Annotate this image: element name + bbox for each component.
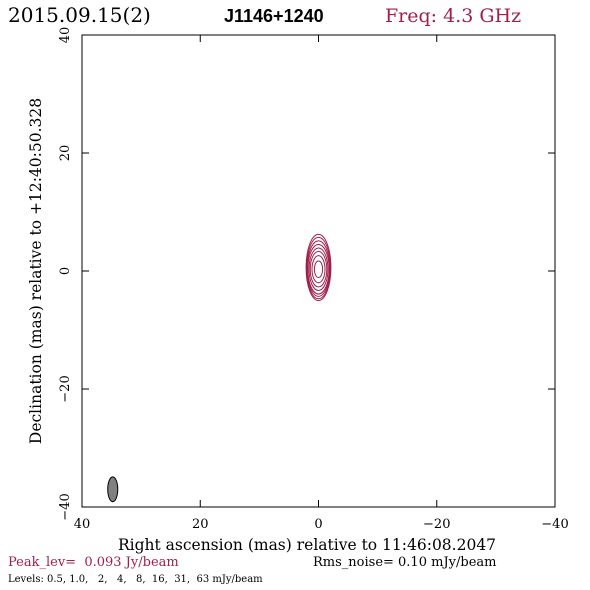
- contour-level: [305, 233, 332, 301]
- contour-level: [308, 247, 329, 291]
- y-tick-label: −40: [58, 493, 73, 520]
- contour-level: [311, 255, 326, 284]
- beam-ellipse: [107, 476, 119, 503]
- beam-ellipse-group: [107, 476, 119, 503]
- epoch-label: 2015.09.15(2): [8, 3, 151, 27]
- y-tick-label: 40: [58, 27, 73, 44]
- x-tick-label: −20: [423, 517, 450, 532]
- x-axis-label: Right ascension (mas) relative to 11:46:…: [118, 536, 496, 554]
- source-name: J1146+1240: [224, 6, 324, 26]
- contour-level: [307, 243, 330, 295]
- contour-level: [309, 251, 328, 288]
- y-axis-label: Declination (mas) relative to +12:40:50.…: [27, 98, 45, 444]
- plot-frame: [81, 34, 556, 508]
- x-tick-label: 0: [314, 517, 322, 532]
- contour-level: [313, 260, 324, 278]
- y-axis-ticks: −40 −20 0 20 40: [58, 27, 555, 521]
- x-tick-label: −40: [541, 517, 568, 532]
- x-tick-label: 20: [192, 517, 209, 532]
- y-tick-label: 0: [58, 267, 73, 275]
- contour-levels-text: Levels: 0.5, 1.0, 2, 4, 8, 16, 31, 63 mJ…: [8, 574, 263, 585]
- y-tick-label: −20: [58, 375, 73, 402]
- x-axis-ticks: 40 20 0 −20 −40: [74, 35, 569, 532]
- x-tick-label: 40: [74, 517, 91, 532]
- peak-level-text: Peak_lev= 0.093 Jy/beam: [8, 555, 179, 570]
- frequency-label: Freq: 4.3 GHz: [385, 5, 521, 27]
- contour-level: [306, 240, 331, 297]
- rms-noise-text: Rms_noise= 0.10 mJy/beam: [313, 555, 496, 570]
- y-tick-label: 20: [58, 145, 73, 162]
- contour-level: [306, 236, 331, 300]
- contour-lines: [305, 233, 332, 301]
